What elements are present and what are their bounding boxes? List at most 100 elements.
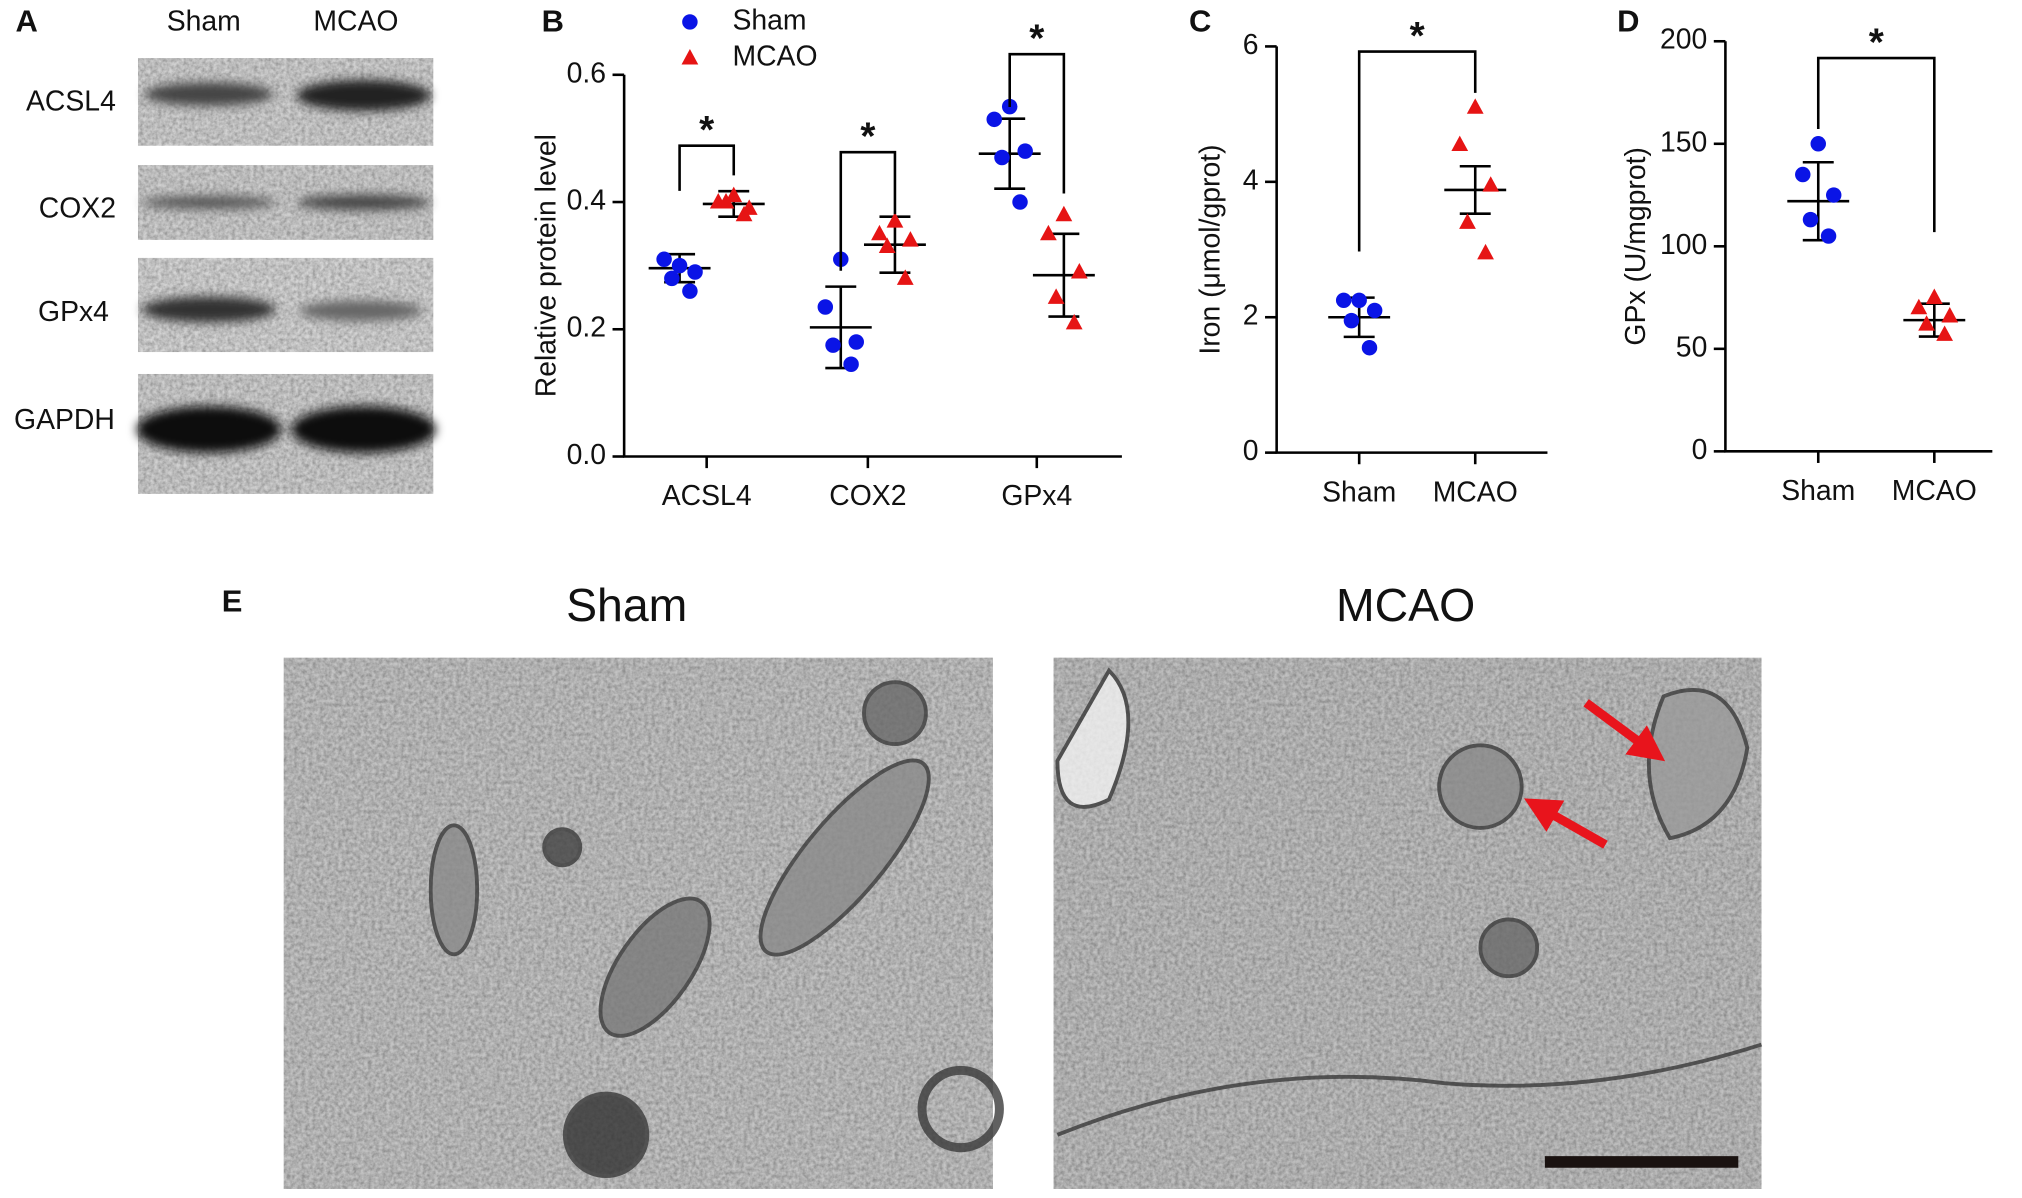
point — [656, 251, 672, 268]
x-tick-label: Sham — [1781, 475, 1855, 507]
point — [896, 269, 914, 285]
point — [878, 237, 896, 254]
y-tick-label: 100 — [1660, 229, 1707, 261]
point — [1466, 98, 1484, 114]
point — [687, 264, 703, 280]
blot-band — [141, 196, 276, 209]
y-axis-title: GPx (U/mgprot) — [1620, 147, 1652, 346]
x-tick-label: GPx4 — [1001, 480, 1072, 512]
point — [1343, 312, 1360, 329]
panel-letter: B — [542, 3, 564, 38]
em-panel: Sham MCAO — [283, 579, 1763, 1189]
y-tick-label: 200 — [1660, 24, 1707, 56]
blot-row-label: GPx4 — [38, 296, 109, 328]
y-tick-label: 50 — [1676, 331, 1708, 363]
y-tick-label: 0.6 — [567, 57, 606, 89]
blot-band — [144, 82, 274, 106]
significance-star: * — [1410, 15, 1426, 58]
legend-marker — [682, 14, 698, 30]
panel-letter: E — [222, 584, 243, 619]
point — [1012, 194, 1028, 210]
panel-letter: A — [15, 3, 37, 38]
point — [1366, 302, 1383, 319]
point — [1065, 313, 1083, 330]
arrow — [1583, 699, 1666, 762]
point — [1910, 298, 1928, 315]
point — [1047, 288, 1065, 304]
blot-band — [296, 79, 431, 111]
y-tick-label: 150 — [1660, 126, 1707, 158]
significance-star: * — [1869, 21, 1885, 64]
blot-band — [291, 406, 436, 453]
axis-line — [1724, 41, 1993, 453]
point — [902, 231, 919, 247]
point — [994, 149, 1010, 166]
point — [1017, 143, 1033, 159]
legend-marker — [681, 49, 699, 65]
significance-bracket — [1816, 56, 1936, 233]
lane-label: MCAO — [313, 6, 398, 38]
point — [817, 299, 834, 315]
significance-bracket — [839, 150, 897, 271]
point — [682, 283, 698, 299]
y-axis-title: Relative protein level — [531, 134, 563, 397]
point — [1451, 135, 1469, 152]
significance-bracket — [1357, 50, 1477, 252]
point — [1941, 306, 1959, 323]
blot-band — [296, 194, 431, 211]
point — [1810, 136, 1826, 152]
point — [1802, 211, 1819, 228]
point — [1936, 325, 1954, 341]
blot-row-label: ACSL4 — [26, 86, 116, 118]
point — [725, 186, 743, 203]
point — [1335, 292, 1352, 309]
point — [848, 334, 864, 350]
western-blot: Sham MCAO ACSL4 COX2 GPx4 GAPDH — [14, 6, 436, 494]
significance-star: * — [860, 115, 876, 158]
point — [843, 356, 859, 372]
y-tick-label: 0.2 — [567, 312, 606, 344]
em-image — [283, 657, 993, 1189]
x-tick-label: ACSL4 — [662, 480, 752, 512]
significance-star: * — [699, 109, 715, 152]
blot-band — [299, 300, 423, 322]
x-tick-label: MCAO — [1892, 475, 1977, 507]
point — [825, 337, 841, 353]
y-tick-label: 0.0 — [567, 439, 606, 471]
point — [1351, 292, 1367, 309]
point — [1040, 224, 1057, 241]
blot-row-label: COX2 — [39, 193, 116, 225]
panel-letter: D — [1617, 3, 1639, 38]
blot-band — [141, 296, 276, 323]
x-tick-label: COX2 — [829, 480, 906, 512]
arrow — [1524, 798, 1608, 849]
blot-row-label: GAPDH — [14, 404, 115, 436]
lane-label: Sham — [167, 6, 241, 38]
axis-line — [1275, 46, 1548, 454]
y-tick-label: 0.4 — [567, 185, 606, 217]
y-tick-label: 4 — [1243, 164, 1259, 196]
significance-bracket — [1008, 52, 1066, 194]
point — [664, 270, 680, 287]
point — [735, 205, 753, 222]
point — [1477, 243, 1494, 260]
point — [1459, 213, 1476, 229]
significance-star: * — [1029, 17, 1045, 60]
point — [1070, 262, 1088, 279]
point — [1795, 166, 1811, 183]
point — [1825, 187, 1842, 203]
point — [671, 257, 688, 274]
point — [886, 212, 904, 228]
em-title: MCAO — [1336, 579, 1475, 631]
x-tick-label: Sham — [1322, 476, 1396, 508]
point — [717, 193, 735, 209]
x-tick-label: MCAO — [1433, 476, 1518, 508]
legend-label: Sham — [732, 4, 806, 36]
panel-letter: C — [1189, 3, 1211, 38]
point — [1918, 315, 1935, 331]
point — [1482, 176, 1500, 192]
point — [1925, 288, 1943, 305]
y-tick-label: 6 — [1243, 29, 1259, 61]
y-tick-label: 2 — [1243, 300, 1259, 332]
point — [1361, 339, 1378, 356]
